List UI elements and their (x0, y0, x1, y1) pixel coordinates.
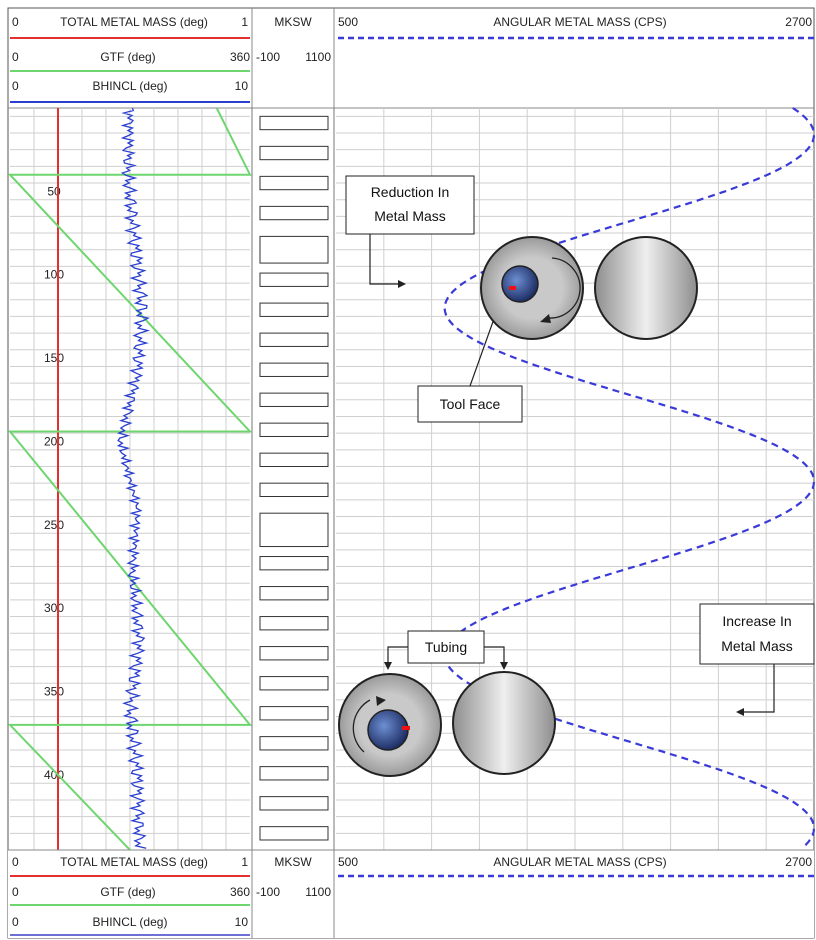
tubing-concentric (452, 671, 556, 775)
tubing-concentric (594, 236, 698, 340)
depth-tick-label: 400 (44, 768, 64, 782)
hdr-top-tmm-max: 1 (241, 15, 248, 29)
mksw-bar (259, 235, 329, 264)
hdr-bot-tmm-label: TOTAL METAL MASS (deg) (60, 855, 208, 869)
hdr-bot-incl-label: BHINCL (deg) (93, 915, 168, 929)
hdr-bot-amm-max: 2700 (785, 855, 812, 869)
mksw-bar (259, 616, 329, 631)
hdr-bot-tmm-max: 1 (241, 855, 248, 869)
mksw-bar (259, 332, 329, 347)
mksw-bar (259, 512, 329, 548)
hdr-top-gtf-max: 360 (230, 50, 250, 64)
callout-increase-line2: Metal Mass (721, 638, 793, 654)
mksw-bar (259, 145, 329, 161)
mksw-bar (259, 362, 329, 377)
mksw-bar (259, 736, 329, 751)
hdr-bot-amm-label: ANGULAR METAL MASS (CPS) (493, 855, 666, 869)
mksw-bar (259, 302, 329, 317)
hdr-top-mksw-min: -100 (256, 50, 280, 64)
hdr-bot-incl-max: 10 (235, 915, 249, 929)
mksw-bar (259, 422, 329, 437)
tubing-diagram-upper (480, 236, 698, 340)
hdr-bot-mksw-label: MKSW (274, 855, 312, 869)
callout-reduction-line1: Reduction In (371, 184, 450, 200)
hdr-top-tmm-min: 0 (12, 15, 19, 29)
callout-tubing-text: Tubing (425, 639, 467, 655)
callout-increase-line1: Increase In (722, 613, 791, 629)
mksw-bar (259, 205, 329, 221)
hdr-top-amm-max: 2700 (785, 15, 812, 29)
mksw-track (259, 115, 329, 841)
hdr-top-mksw-label: MKSW (274, 15, 312, 29)
depth-tick-label: 250 (44, 518, 64, 532)
hdr-bot-mksw-min: -100 (256, 885, 280, 899)
mksw-bar (259, 706, 329, 721)
hdr-bot-mksw-max: 1100 (305, 885, 331, 899)
angular-metal-mass-curve (443, 107, 816, 850)
mksw-bar (259, 392, 329, 407)
tubing-diagram-lower (338, 671, 556, 777)
hdr-bot-gtf-min: 0 (12, 885, 19, 899)
mksw-bar (259, 556, 329, 571)
hdr-bot-gtf-label: GTF (deg) (100, 885, 155, 899)
mksw-bar (259, 175, 329, 191)
mksw-bar (259, 115, 329, 131)
arrowhead (398, 280, 406, 288)
hdr-bot-amm-min: 500 (338, 855, 358, 869)
mksw-bar (259, 452, 329, 467)
callout-increase: Increase In Metal Mass (699, 603, 815, 716)
depth-tick-label: 350 (44, 685, 64, 699)
callout-tool-face-text: Tool Face (440, 396, 501, 412)
hdr-top-gtf-label: GTF (deg) (100, 50, 155, 64)
mksw-bar (259, 272, 329, 287)
hdr-top-incl-label: BHINCL (deg) (93, 79, 168, 93)
arrowhead (384, 662, 392, 670)
hdr-top-mksw-max: 1100 (305, 50, 331, 64)
header-bottom: 0 TOTAL METAL MASS (deg) 1 0 GTF (deg) 3… (8, 849, 814, 938)
mksw-bar (259, 826, 329, 841)
header-top: 0 TOTAL METAL MASS (deg) 1 0 GTF (deg) 3… (8, 8, 814, 109)
depth-tick-label: 150 (44, 351, 64, 365)
callout-reduction-line2: Metal Mass (374, 208, 446, 224)
curve-layer (7, 107, 816, 851)
tool-face-marker (509, 286, 516, 290)
hdr-bot-tmm-min: 0 (12, 855, 19, 869)
callout-tubing: Tubing (384, 630, 508, 670)
tool-face-marker (402, 726, 410, 730)
hdr-top-incl-min: 0 (12, 79, 19, 93)
arrowhead (376, 696, 386, 706)
hdr-bot-gtf-max: 360 (230, 885, 250, 899)
hdr-top-tmm-label: TOTAL METAL MASS (deg) (60, 15, 208, 29)
tool-body (501, 265, 539, 303)
depth-tick-label: 100 (44, 268, 64, 282)
hdr-top-amm-label: ANGULAR METAL MASS (CPS) (493, 15, 666, 29)
hdr-top-incl-max: 10 (235, 79, 249, 93)
hdr-bot-incl-min: 0 (12, 915, 19, 929)
hdr-top-gtf-min: 0 (12, 50, 19, 64)
arrowhead (540, 314, 551, 323)
hdr-top-amm-min: 500 (338, 15, 358, 29)
arrowhead (736, 708, 744, 716)
mksw-bar (259, 766, 329, 781)
bhincl-curve (116, 107, 151, 849)
mksw-bar (259, 482, 329, 498)
gtf-curve (7, 107, 253, 851)
mksw-bar (259, 646, 329, 661)
depth-tick-label: 200 (44, 434, 64, 448)
mksw-bar (259, 586, 329, 601)
arrowhead (500, 662, 508, 670)
callout-reduction: Reduction In Metal Mass (345, 175, 475, 288)
mksw-bar (259, 796, 329, 811)
depth-tick-label: 300 (44, 601, 64, 615)
mksw-bar (259, 676, 329, 691)
